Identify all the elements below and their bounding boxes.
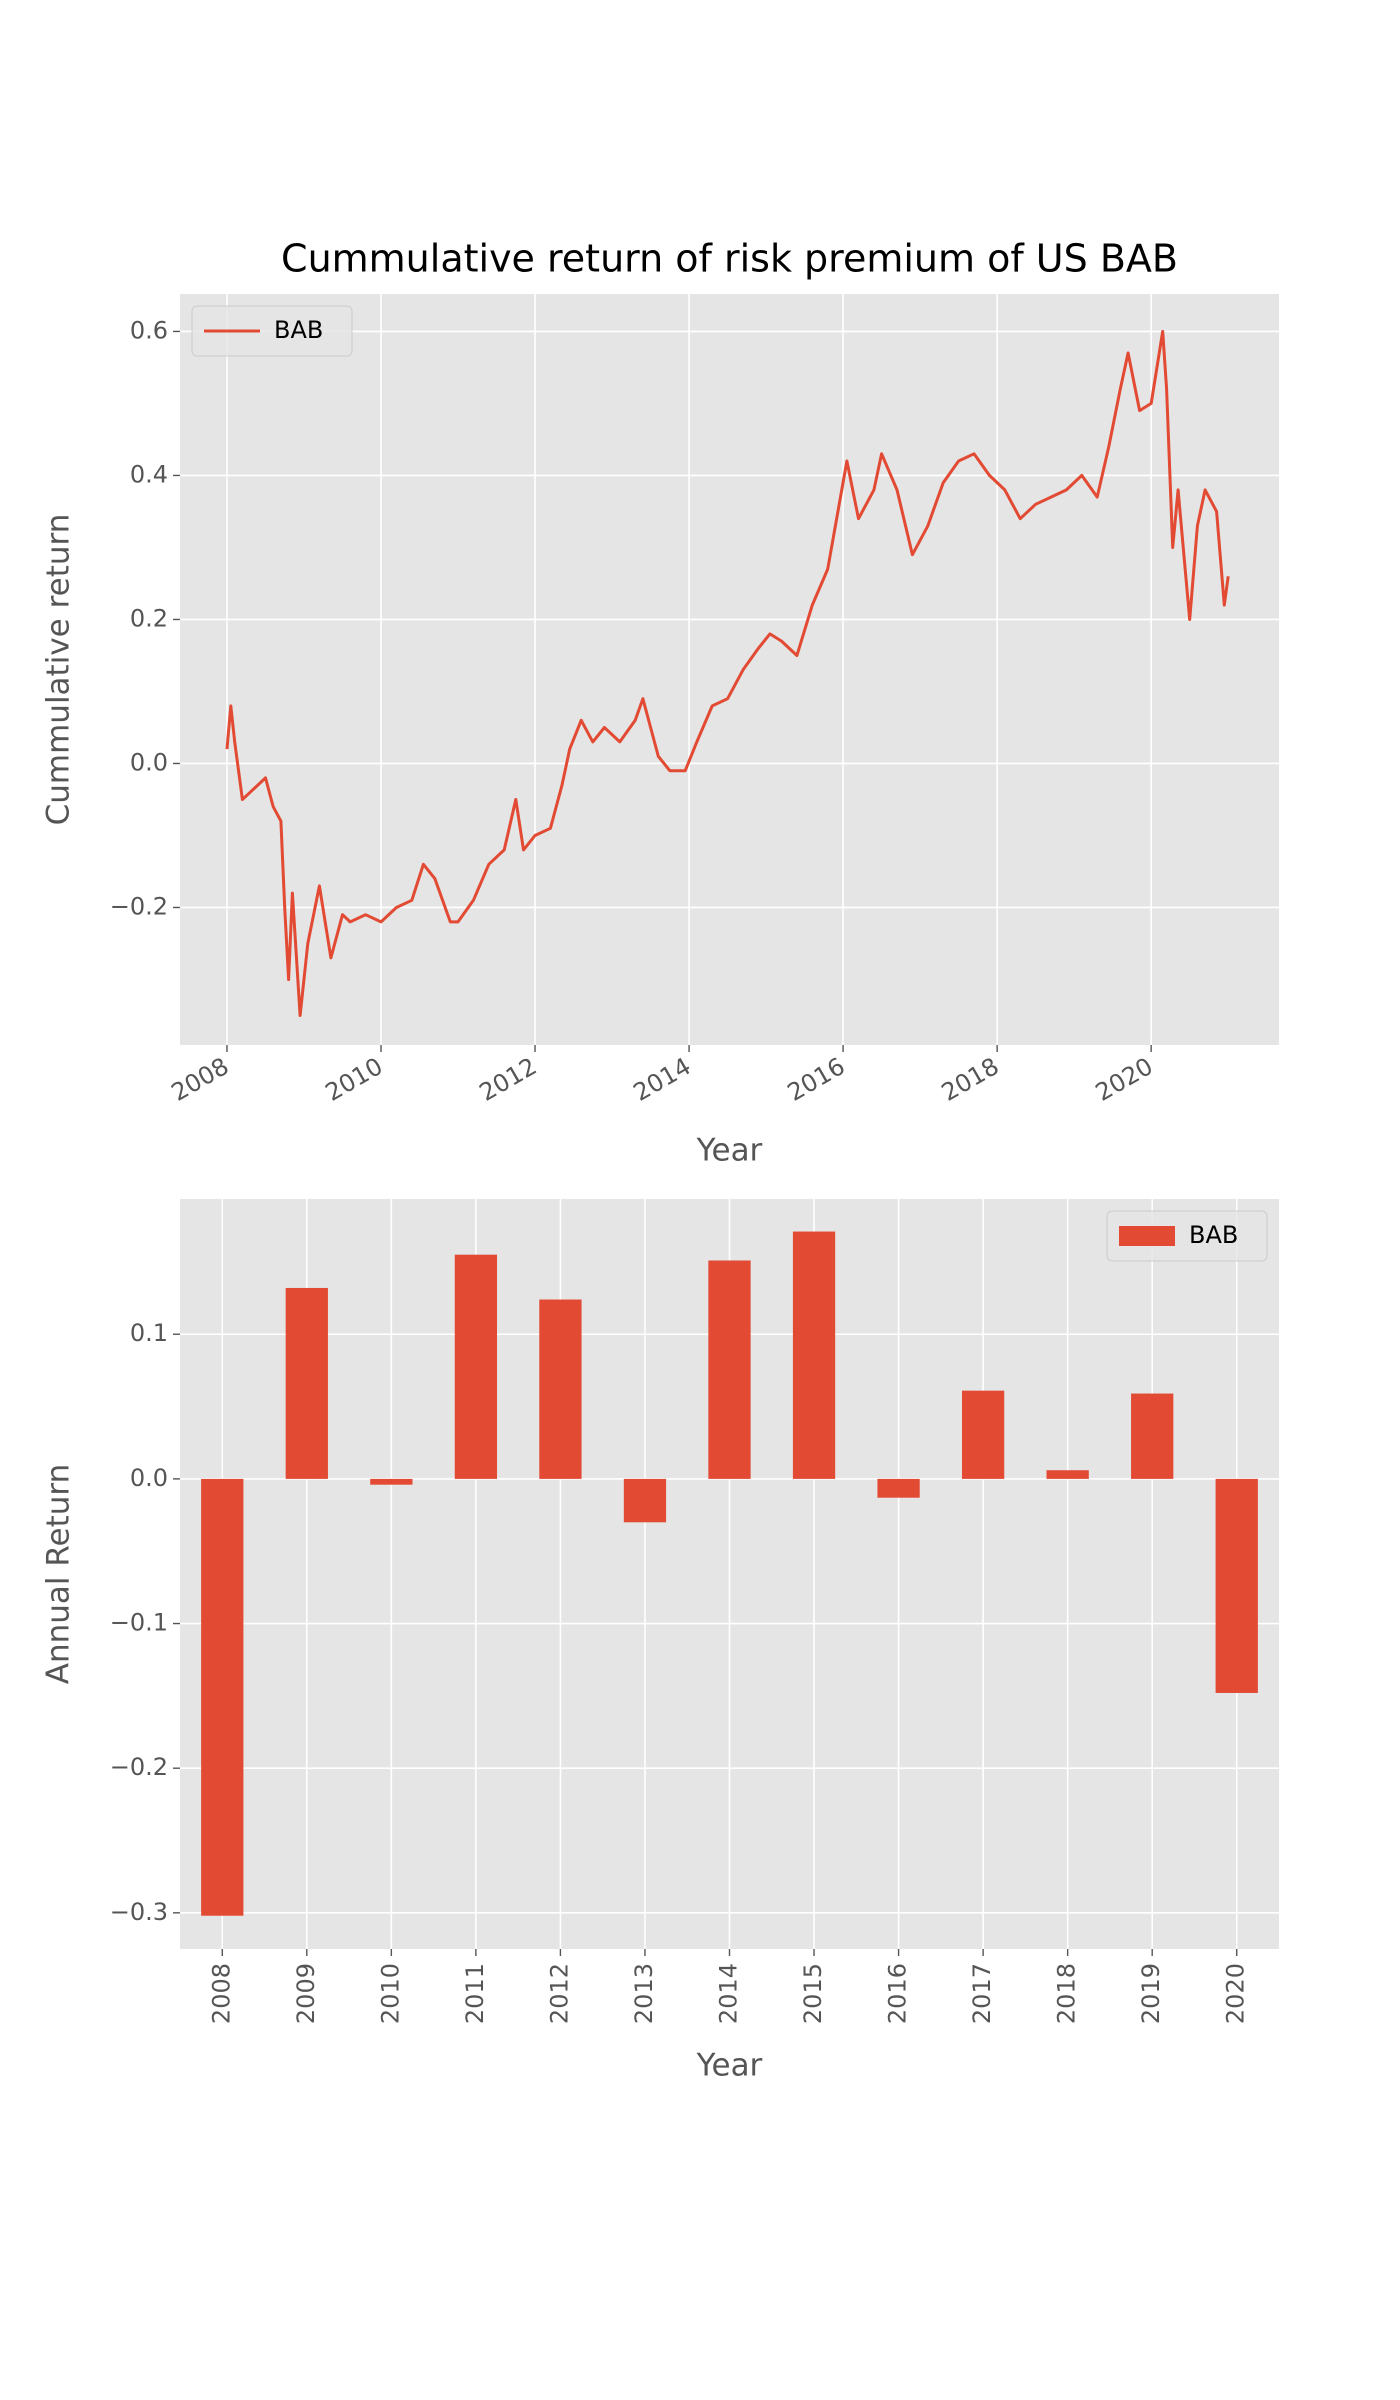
y-tick-label: 0.6: [130, 316, 168, 344]
legend-label: BAB: [1189, 1221, 1238, 1249]
bar: [623, 1478, 667, 1523]
bar: [201, 1478, 244, 1916]
bar: [285, 1287, 328, 1479]
y-tick-label: −0.1: [110, 1609, 168, 1637]
bar: [1215, 1478, 1258, 1693]
legend-patch: [1119, 1226, 1175, 1246]
y-tick-label: −0.2: [110, 1753, 168, 1781]
x-axis-label: Year: [696, 2048, 763, 2084]
legend-box: [191, 305, 353, 357]
bar: [539, 1299, 582, 1479]
x-tick-label: 2016: [884, 1963, 912, 2024]
legend-box: [1106, 1210, 1268, 1262]
x-tick-label: 2008: [207, 1963, 235, 2024]
x-tick-label: 2014: [715, 1963, 743, 2024]
y-tick-label: 0.0: [130, 1464, 168, 1492]
x-tick-label: 2013: [630, 1963, 658, 2024]
bar: [1131, 1393, 1174, 1479]
x-tick-label: 2012: [545, 1963, 573, 2024]
x-tick-label: 2017: [968, 1963, 996, 2024]
x-tick-label: 2010: [376, 1963, 404, 2024]
y-tick-label: −0.2: [110, 892, 168, 920]
line-series: [225, 329, 1230, 1017]
bar: [877, 1478, 920, 1498]
bar: [792, 1231, 836, 1479]
y-tick-label: −0.3: [110, 1898, 168, 1926]
y-axis-label: Annual Return: [41, 1464, 77, 1684]
x-tick-label: 2015: [799, 1963, 827, 2024]
bar: [708, 1260, 751, 1479]
bar: [370, 1478, 413, 1485]
bar: [454, 1254, 498, 1479]
x-tick-label: 2019: [1137, 1963, 1165, 2024]
bar: [961, 1390, 1005, 1479]
y-tick-label: 0.2: [130, 604, 168, 632]
x-tick-label: 2020: [1222, 1963, 1250, 2024]
legend-label: BAB: [274, 316, 323, 344]
y-axis-label: Cummulative return: [41, 514, 77, 826]
x-tick-label: 2018: [1053, 1963, 1081, 2024]
chart-title: Cummulative return of risk premium of US…: [281, 237, 1178, 281]
y-tick-label: 0.1: [130, 1319, 168, 1347]
x-tick-label: 2009: [292, 1963, 320, 2024]
y-tick-label: 0.0: [130, 748, 168, 776]
bar: [1046, 1470, 1089, 1479]
y-tick-label: 0.4: [130, 460, 168, 488]
x-axis-label: Year: [696, 1133, 763, 1169]
x-tick-label: 2011: [461, 1963, 489, 2024]
plot-background: [180, 294, 1279, 1045]
